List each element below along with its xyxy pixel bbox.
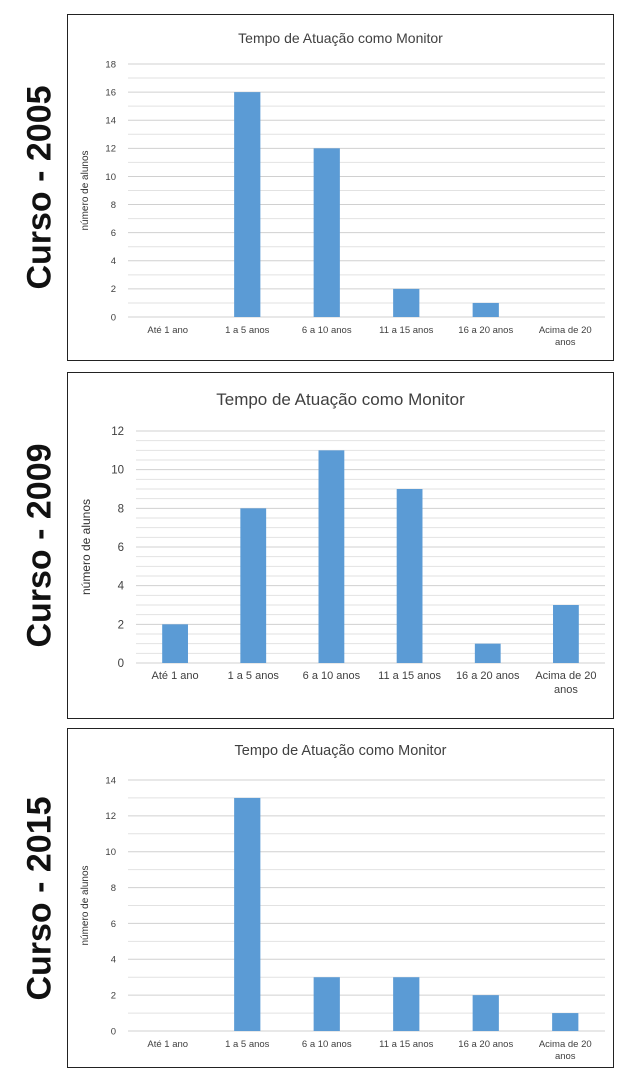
x-tick-label: Acima de 20 anos: [539, 325, 592, 348]
y-tick-label: 0: [118, 658, 124, 670]
x-tick-label: 16 a 20 anos: [456, 670, 520, 682]
bar: [472, 995, 499, 1031]
chart-title: Tempo de Atuação como Monitor: [216, 390, 465, 409]
bar: [234, 797, 261, 1031]
chart-title: Tempo de Atuação como Monitor: [235, 743, 447, 759]
y-tick-label: 12: [111, 426, 124, 438]
x-tick-label: 6 a 10 anos: [303, 670, 361, 682]
bar: [393, 288, 420, 317]
side-label-text: Curso - 2005: [20, 84, 59, 290]
y-tick-label: 10: [105, 847, 116, 858]
y-tick-label: 6: [111, 919, 116, 930]
bar: [162, 624, 188, 663]
y-tick-label: 14: [105, 116, 116, 127]
y-tick-label: 10: [111, 465, 124, 477]
bar: [313, 977, 340, 1031]
y-tick-label: 8: [118, 503, 124, 515]
x-tick-label: Até 1 ano: [147, 325, 188, 336]
y-axis-label: número de alunos: [80, 150, 91, 230]
x-tick-label: 16 a 20 anos: [458, 325, 513, 336]
y-tick-label: 18: [105, 59, 116, 70]
y-tick-label: 8: [111, 200, 116, 211]
x-tick-label: Acima de 20 anos: [539, 1039, 592, 1062]
y-tick-label: 12: [105, 144, 116, 155]
bar: [552, 1013, 579, 1031]
x-tick-label: 1 a 5 anos: [225, 325, 270, 336]
y-tick-label: 14: [105, 775, 116, 786]
y-tick-label: 8: [111, 883, 116, 894]
y-axis-label: número de alunos: [79, 499, 93, 595]
chart-2015: Tempo de Atuação como Monitor 0 2 4 6 8 10 12 14…: [80, 743, 605, 1062]
x-tick-label: 1 a 5 anos: [228, 670, 280, 682]
y-tick-label: 4: [111, 955, 116, 966]
bar: [393, 977, 420, 1031]
x-tick-label: 11 a 15 anos: [379, 1039, 433, 1050]
y-tick-label: 4: [118, 581, 125, 593]
y-axis-label: número de alunos: [80, 865, 91, 945]
x-tick-label: 1 a 5 anos: [225, 1039, 270, 1050]
chart-panel-2005: Tempo de Atuação como Monitor 0 2 4 6 8 10 12 14…: [67, 14, 614, 361]
y-tick-label: 12: [105, 811, 116, 822]
bar: [472, 302, 499, 317]
chart-title: Tempo de Atuação como Monitor: [238, 30, 443, 46]
y-tick-label: 6: [118, 542, 124, 554]
x-tick-label: 11 a 15 anos: [378, 670, 441, 682]
y-tick-label: 16: [105, 87, 116, 98]
chart-2009: Tempo de Atuação como Monitor 0 2 4 6 8 10 12 nú…: [79, 390, 605, 696]
y-tick-label: 10: [105, 172, 116, 183]
x-tick-label: 11 a 15 anos: [379, 325, 433, 336]
x-tick-label: 6 a 10 anos: [302, 1039, 352, 1050]
x-tick-label: Até 1 ano: [152, 670, 199, 682]
bar: [318, 450, 345, 663]
x-tick-label: 16 a 20 anos: [458, 1039, 513, 1050]
y-tick-label: 0: [111, 312, 116, 323]
bar: [396, 489, 423, 663]
y-tick-label: 0: [111, 1026, 116, 1037]
y-tick-label: 4: [111, 256, 116, 267]
y-tick-label: 2: [111, 990, 116, 1001]
bar: [240, 508, 267, 663]
y-tick-label: 2: [118, 619, 124, 631]
x-tick-label: 6 a 10 anos: [302, 325, 352, 336]
bar: [553, 605, 579, 663]
bar: [313, 148, 340, 317]
bar: [234, 92, 261, 317]
bar: [474, 643, 501, 663]
x-tick-label: Até 1 ano: [147, 1039, 188, 1050]
chart-panel-2009: Tempo de Atuação como Monitor 0 2 4 6 8 10 12 nú…: [67, 372, 614, 719]
y-tick-label: 2: [111, 284, 116, 295]
y-tick-label: 6: [111, 228, 116, 239]
x-tick-label: Acima de 20 anos: [535, 670, 596, 696]
chart-2005: Tempo de Atuação como Monitor 0 2 4 6 8 10 12 14…: [80, 30, 605, 348]
chart-panel-2015: Tempo de Atuação como Monitor 0 2 4 6 8 10 12 14…: [67, 728, 614, 1068]
side-label-text: Curso - 2009: [20, 442, 59, 648]
side-label-text: Curso - 2015: [20, 795, 59, 1001]
